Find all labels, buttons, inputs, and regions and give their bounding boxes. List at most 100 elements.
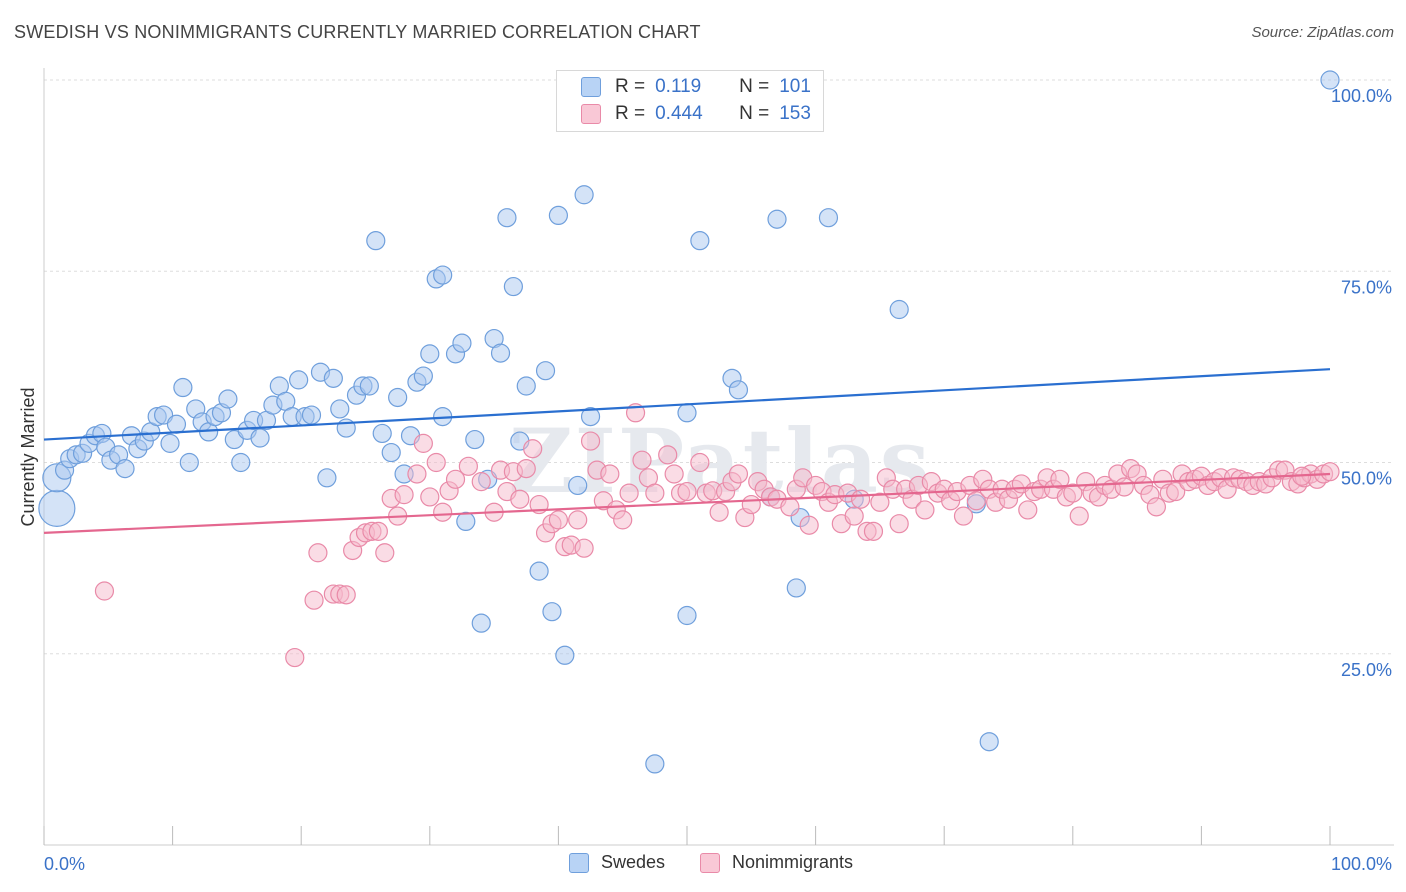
data-point <box>336 585 356 605</box>
data-point <box>870 492 890 512</box>
data-point <box>728 380 749 400</box>
data-point <box>516 376 536 396</box>
data-point <box>366 231 386 251</box>
data-point <box>330 399 350 419</box>
data-point <box>889 514 909 534</box>
data-point <box>1063 483 1083 503</box>
nonimmigrants-legend-label: Nonimmigrants <box>732 852 854 872</box>
data-point <box>426 452 446 473</box>
data-point <box>166 414 187 434</box>
data-point <box>471 472 491 492</box>
data-point <box>160 433 180 453</box>
nonimmigrants-r-label: R = <box>615 103 646 124</box>
data-point <box>844 506 864 526</box>
data-point <box>490 343 511 363</box>
trend-line-swedes <box>43 368 1331 441</box>
data-point <box>953 506 974 526</box>
data-point <box>542 602 562 622</box>
data-point <box>407 464 427 484</box>
swedes-r-value: 0.119 <box>655 76 702 97</box>
points-layer <box>38 70 1340 774</box>
data-point <box>445 469 466 489</box>
data-point <box>317 468 337 488</box>
swedes-r-label: R = <box>615 76 646 97</box>
chart-title: SWEDISH VS NONIMMIGRANTS CURRENTLY MARRI… <box>14 22 701 42</box>
data-point <box>250 428 270 448</box>
data-point <box>456 511 476 532</box>
axes-layer <box>43 68 1394 846</box>
data-point <box>179 452 199 473</box>
data-point <box>664 464 684 484</box>
data-point <box>375 543 395 563</box>
data-point <box>574 538 594 558</box>
data-point <box>619 483 639 503</box>
data-point <box>767 209 787 229</box>
y-tick-label: 50.0% <box>1341 469 1392 489</box>
nonimmigrants-r-value: 0.444 <box>655 103 703 124</box>
swedes-legend-label: Swedes <box>601 852 666 872</box>
data-point <box>173 377 193 398</box>
data-point <box>979 732 999 752</box>
data-point <box>818 208 839 228</box>
data-point <box>568 510 588 530</box>
swedes-legend-swatch <box>569 852 589 873</box>
swedes-swatch <box>581 77 601 97</box>
data-point <box>289 370 309 390</box>
data-point <box>465 429 485 450</box>
data-point <box>1018 500 1038 520</box>
legend-item-nonimmigrants: Nonimmigrants <box>700 852 853 873</box>
data-point <box>613 510 633 530</box>
data-point <box>677 605 697 626</box>
data-point <box>38 489 76 527</box>
data-point <box>780 497 800 517</box>
swedes-n-label: N = <box>739 76 770 97</box>
data-point <box>420 487 440 507</box>
data-point <box>94 581 115 601</box>
data-point <box>645 754 665 774</box>
trend-layer <box>43 368 1331 534</box>
data-point <box>568 475 588 496</box>
data-point <box>497 208 517 228</box>
x-tick-label: 0.0% <box>44 854 85 874</box>
data-point <box>516 459 536 479</box>
data-point <box>381 442 401 463</box>
data-point <box>574 185 594 205</box>
data-point <box>433 502 453 522</box>
y-tick-label: 75.0% <box>1341 277 1392 297</box>
data-point <box>301 405 322 425</box>
data-point <box>915 500 935 520</box>
trend-line-nonimmigrants <box>43 472 1331 534</box>
data-point <box>548 205 569 226</box>
y-axis-label: Currently Married <box>18 387 38 526</box>
y-tick-label: 100.0% <box>1331 86 1392 106</box>
data-point <box>510 489 530 509</box>
data-point <box>452 333 472 353</box>
data-point <box>231 452 251 473</box>
data-point <box>368 521 388 541</box>
data-point <box>555 645 575 665</box>
data-point <box>115 459 135 479</box>
nonimmigrants-legend-swatch <box>700 852 720 873</box>
data-point <box>580 431 601 451</box>
data-point <box>863 521 884 541</box>
data-point <box>359 376 379 396</box>
y-tick-label: 25.0% <box>1341 660 1392 680</box>
data-point <box>580 407 601 427</box>
data-point <box>394 485 414 505</box>
data-point <box>709 502 729 522</box>
data-point <box>677 403 697 423</box>
data-point <box>728 464 749 484</box>
data-point <box>1320 462 1340 482</box>
data-point <box>799 515 819 535</box>
x-tick-label: 100.0% <box>1331 854 1392 874</box>
series-swedes <box>38 70 1340 774</box>
data-point <box>420 344 440 364</box>
data-point <box>413 433 433 453</box>
legend-row-swedes: R = 0.119 N = 101 <box>581 75 811 99</box>
data-point <box>786 578 806 598</box>
data-point <box>600 464 620 484</box>
data-point <box>535 361 556 381</box>
data-point <box>413 366 433 386</box>
data-point <box>632 450 652 470</box>
